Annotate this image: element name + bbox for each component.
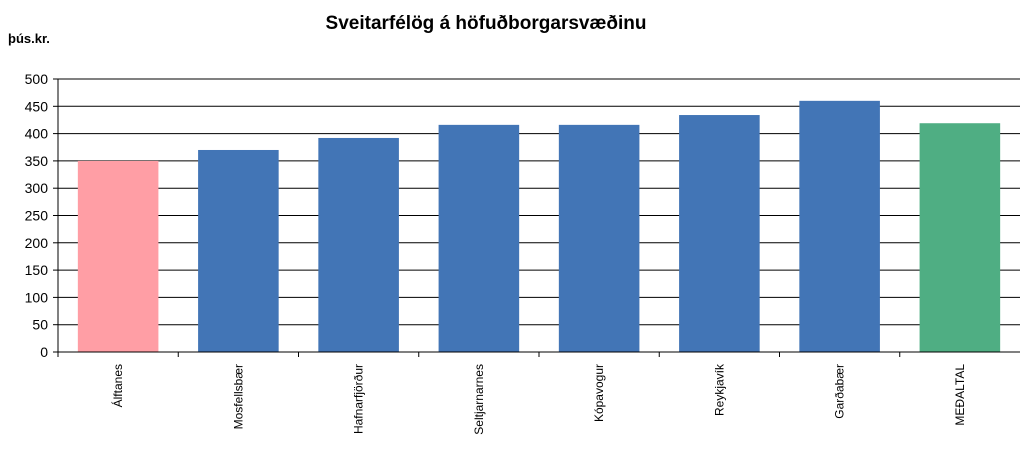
x-tick-label: MEÐALTAL	[953, 364, 967, 426]
bar	[799, 100, 880, 352]
y-tick-label: 0	[40, 344, 48, 360]
y-tick-label: 200	[25, 235, 49, 251]
bar	[318, 137, 399, 352]
bar	[919, 123, 1001, 352]
x-tick-label: Garðabær	[833, 364, 847, 419]
y-tick-label: 450	[25, 98, 49, 114]
bar	[679, 115, 760, 352]
y-axis-label: þús.kr.	[8, 31, 50, 46]
bar	[558, 124, 640, 352]
x-tick-label: Seltjarnarnes	[472, 364, 486, 435]
y-tick-label: 100	[25, 289, 49, 305]
bar	[438, 124, 520, 352]
bar	[77, 160, 159, 352]
x-tick-label: Álftanes	[110, 364, 125, 407]
chart-title: Sveitarfélög á höfuðborgarsvæðinu	[326, 13, 647, 34]
y-tick-label: 50	[32, 317, 48, 333]
x-tick-label: Hafnarfjörður	[352, 364, 366, 434]
x-tick-label: Kópavogur	[592, 364, 606, 422]
x-tick-label: Reykjavík	[712, 363, 726, 416]
y-tick-label: 500	[25, 71, 49, 87]
y-tick-label: 350	[25, 153, 49, 169]
y-tick-label: 150	[25, 262, 49, 278]
y-tick-label: 400	[25, 126, 49, 142]
x-tick-label: Mosfellsbær	[231, 364, 245, 429]
y-tick-label: 250	[25, 208, 49, 224]
bar	[198, 149, 279, 352]
y-tick-label: 300	[25, 180, 49, 196]
